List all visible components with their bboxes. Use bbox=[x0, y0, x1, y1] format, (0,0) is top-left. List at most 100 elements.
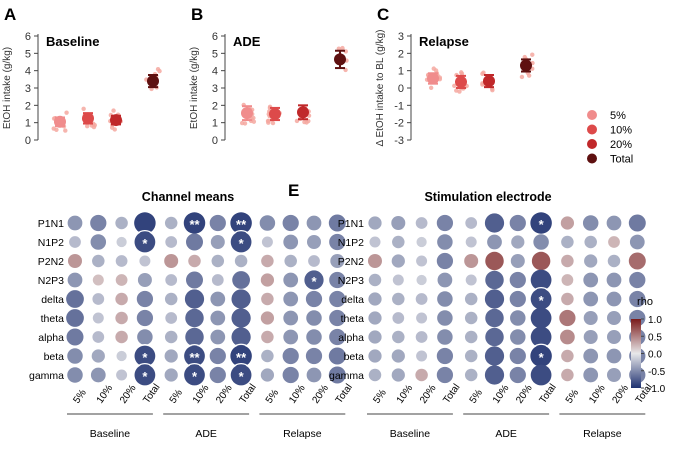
col-label: 5% bbox=[264, 387, 281, 405]
heat-cell bbox=[416, 350, 428, 362]
heat-cell bbox=[415, 331, 428, 343]
mean-marker bbox=[297, 106, 309, 119]
col-label: Total bbox=[538, 382, 559, 406]
heat-cell bbox=[185, 308, 204, 328]
panel-letter: A bbox=[4, 5, 16, 24]
heat-cell bbox=[392, 312, 405, 324]
mean-marker bbox=[483, 75, 495, 88]
row-label: P1N1 bbox=[38, 218, 64, 230]
heat-cell bbox=[283, 329, 299, 345]
legend-label: Total bbox=[610, 154, 633, 166]
heat-cell bbox=[139, 255, 151, 267]
legend-marker bbox=[587, 153, 597, 164]
y-tick-label: -1 bbox=[394, 100, 404, 112]
heat-cell bbox=[464, 368, 478, 382]
heat-cell bbox=[465, 274, 477, 286]
heat-cell bbox=[90, 367, 106, 383]
heat-cell bbox=[606, 272, 622, 288]
legend-marker bbox=[587, 139, 597, 149]
row-label: N2P3 bbox=[38, 275, 64, 287]
heat-cell bbox=[186, 233, 203, 251]
heat-cell bbox=[561, 274, 574, 286]
heat-cell bbox=[307, 235, 321, 249]
significance-star: * bbox=[539, 217, 545, 232]
heat-cell bbox=[561, 368, 574, 382]
heat-cell bbox=[261, 254, 274, 268]
heat-cell bbox=[209, 366, 226, 384]
row-label: P1N1 bbox=[338, 218, 364, 230]
heat-cell bbox=[116, 350, 127, 362]
row-label: N2P3 bbox=[338, 275, 364, 287]
col-label: 20% bbox=[514, 383, 535, 406]
heat-cell bbox=[164, 254, 179, 268]
panel-title: Stimulation electrode bbox=[424, 190, 551, 204]
y-tick-label: 3 bbox=[212, 83, 218, 95]
col-label: 20% bbox=[310, 383, 331, 406]
heat-cell bbox=[368, 254, 382, 268]
heat-cell bbox=[260, 368, 275, 382]
panel-C: C -3 -2 -1 0 1 2 3 Δ EtOH intake to BL (g/kg) Rel… bbox=[375, 5, 633, 166]
data-point bbox=[302, 119, 307, 125]
heat-cell bbox=[583, 291, 599, 307]
colorbar: rho 1.0 0.5 0.0 -0.5 -1.0 bbox=[631, 296, 666, 395]
heat-cell bbox=[115, 216, 128, 230]
row-label: delta bbox=[41, 294, 64, 306]
significance-ring bbox=[182, 363, 207, 387]
data-point bbox=[480, 71, 485, 76]
heat-cell bbox=[509, 347, 526, 365]
heat-cell bbox=[67, 367, 83, 383]
row-label: N1P2 bbox=[38, 237, 64, 249]
group-label: Relapse bbox=[583, 428, 622, 440]
colorbar-tick-label: -0.5 bbox=[648, 367, 666, 378]
heat-cell bbox=[415, 368, 428, 382]
heat-cell bbox=[329, 233, 346, 251]
heat-cell bbox=[164, 292, 178, 306]
row-label: N1P2 bbox=[338, 237, 364, 249]
mean-marker bbox=[54, 115, 66, 128]
heat-cell bbox=[392, 235, 405, 249]
heat-cell bbox=[164, 349, 178, 363]
heat-cell bbox=[67, 215, 83, 231]
y-axis-label: Δ EtOH intake to BL (g/kg) bbox=[375, 30, 386, 147]
heat-cell bbox=[464, 349, 478, 363]
heat-cell bbox=[210, 310, 226, 326]
data-point bbox=[265, 118, 271, 124]
heat-cell bbox=[306, 215, 322, 231]
col-label: Total bbox=[141, 382, 162, 406]
heat-cell bbox=[484, 346, 505, 366]
heat-cell bbox=[629, 290, 646, 308]
heat-cell bbox=[436, 252, 454, 270]
heat-cell bbox=[283, 310, 299, 326]
heat-cell bbox=[283, 291, 299, 307]
data-point bbox=[428, 85, 434, 90]
legend-label: 5% bbox=[610, 110, 626, 122]
y-tick-label: 1 bbox=[398, 66, 404, 78]
colorbar-title: rho bbox=[637, 296, 653, 308]
mean-marker bbox=[427, 72, 439, 85]
heat-cell bbox=[231, 327, 251, 347]
heat-cell bbox=[211, 254, 225, 268]
legend-marker bbox=[587, 124, 597, 135]
heat-cell bbox=[165, 274, 178, 286]
y-tick-label: 0 bbox=[398, 83, 404, 95]
heat-cell bbox=[464, 330, 478, 344]
heat-cell bbox=[328, 347, 346, 365]
significance-star: ** bbox=[236, 350, 247, 365]
mean-marker bbox=[520, 59, 532, 72]
data-point bbox=[340, 45, 345, 51]
panel-A: A 0 1 2 3 4 5 6 EtOH intake (g/kg) Baseline bbox=[2, 5, 162, 147]
heat-cell bbox=[437, 272, 453, 288]
significance-star: * bbox=[192, 369, 198, 384]
heat-cell bbox=[416, 236, 427, 248]
data-point bbox=[85, 124, 90, 129]
col-label: 20% bbox=[118, 383, 139, 406]
heat-cell bbox=[211, 274, 224, 286]
significance-star: * bbox=[239, 369, 245, 384]
significance-ring bbox=[229, 363, 254, 387]
colorbar-tick-label: 1.0 bbox=[648, 315, 662, 326]
significance-star: * bbox=[539, 293, 545, 308]
heat-cell bbox=[92, 274, 104, 286]
heat-cell bbox=[530, 326, 552, 348]
heat-cell bbox=[368, 349, 382, 363]
heat-cell bbox=[209, 347, 226, 365]
